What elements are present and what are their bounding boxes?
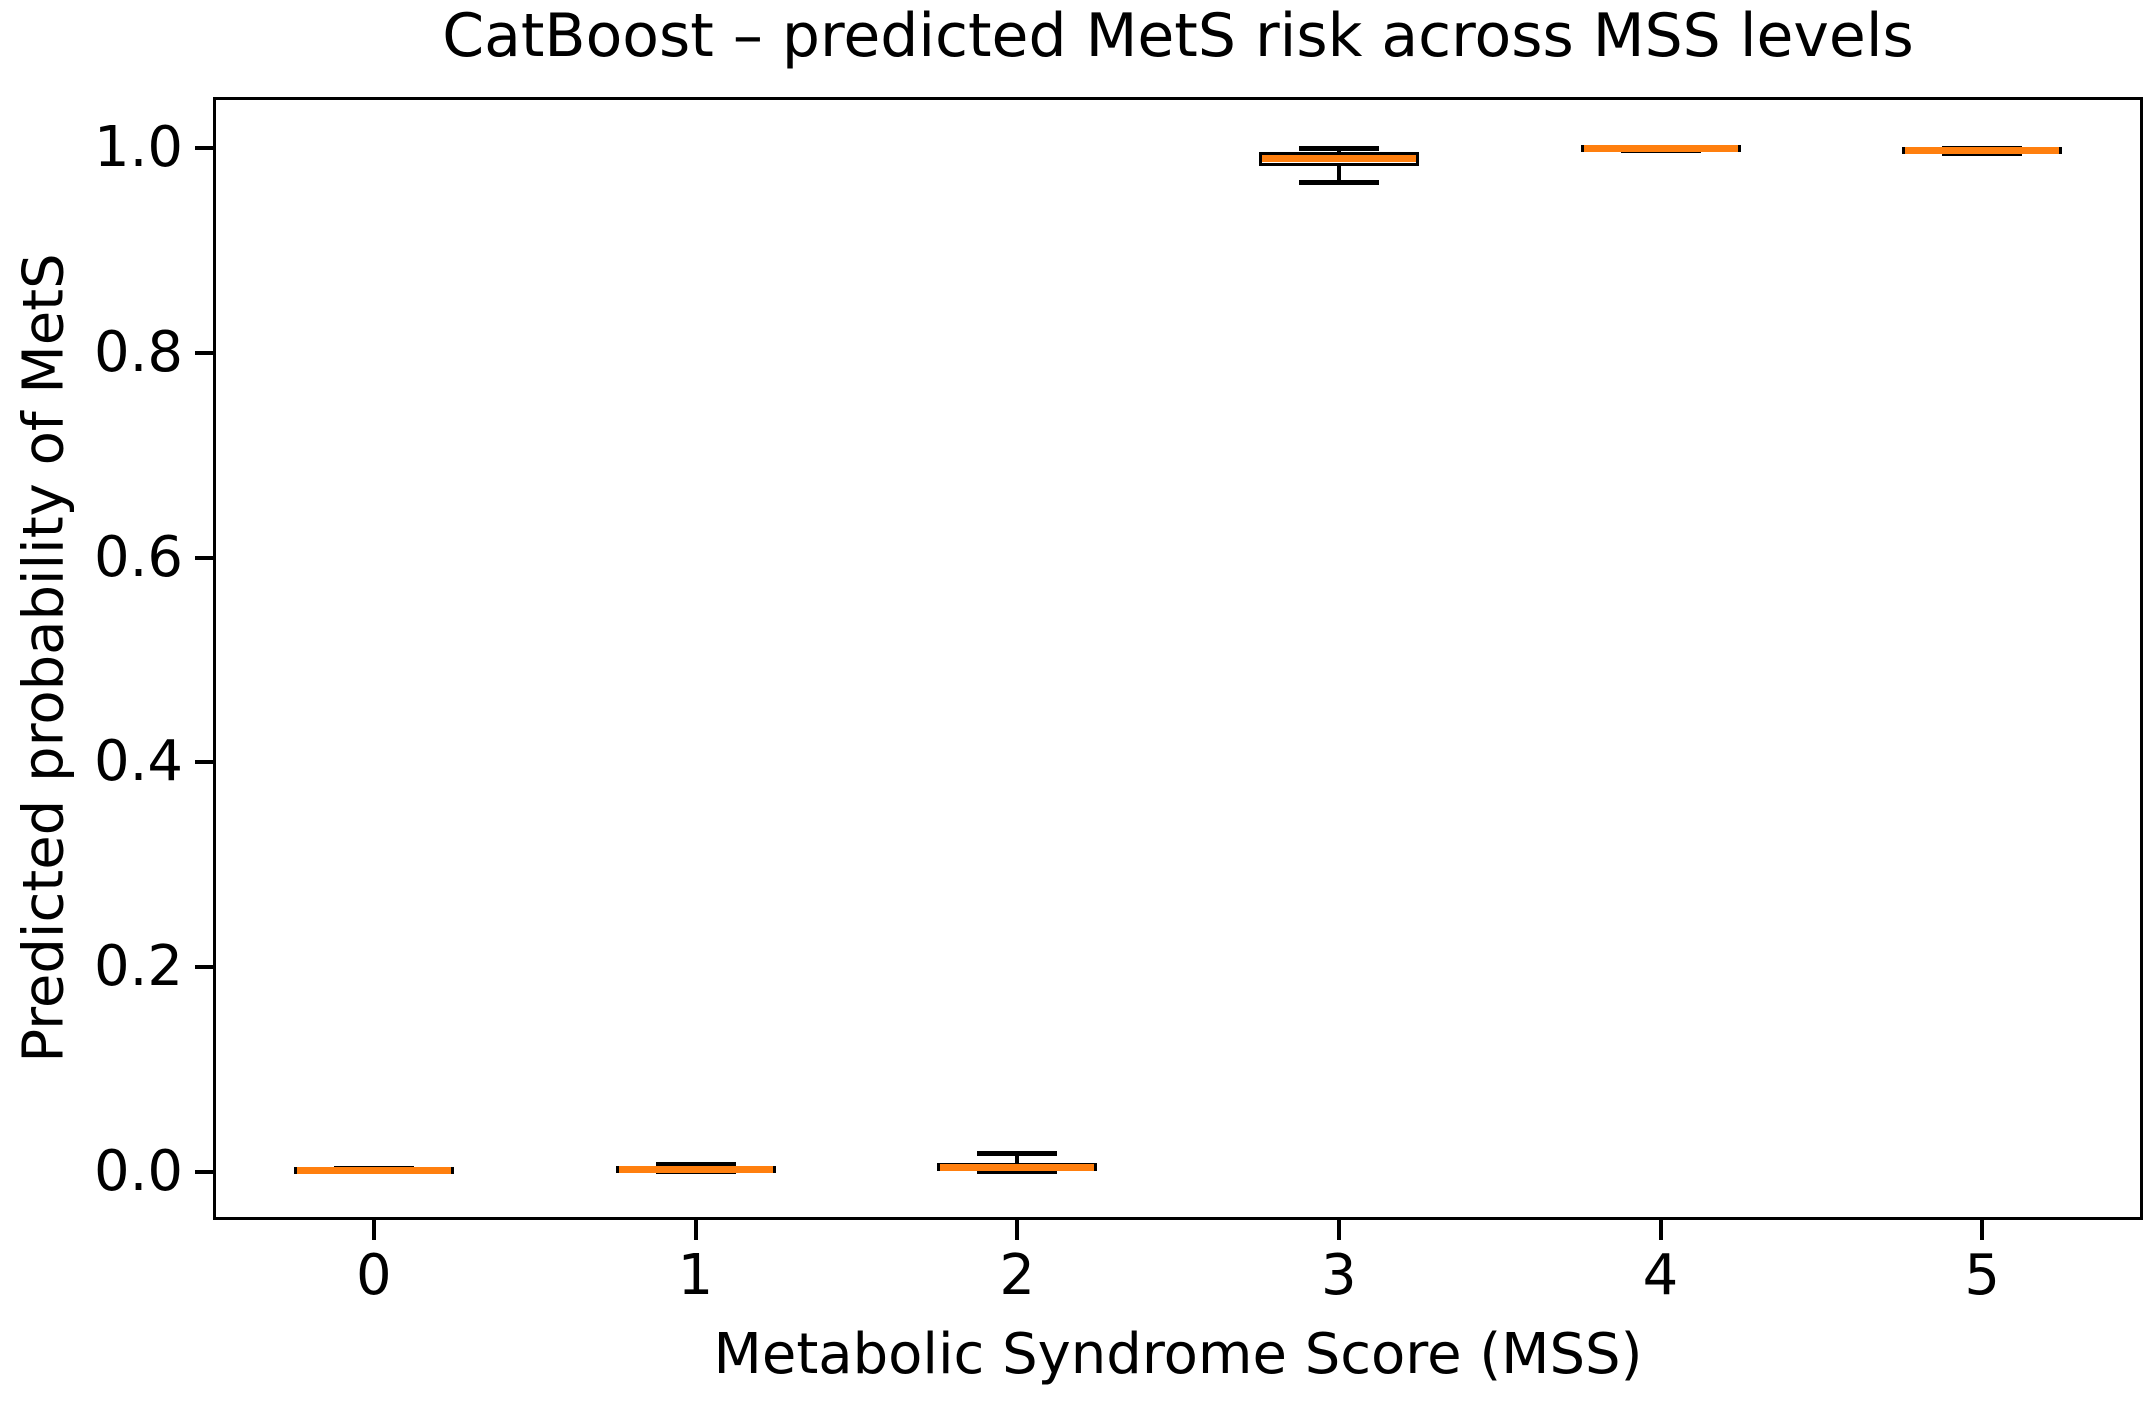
box-rect — [1258, 152, 1419, 166]
x-tick-mark — [1336, 1220, 1341, 1240]
whisker-line-lower — [1015, 1170, 1019, 1172]
x-tick-label: 4 — [1642, 1243, 1679, 1308]
median-line — [296, 1167, 451, 1175]
y-tick-label: 1.0 — [93, 115, 183, 181]
x-tick-mark — [693, 1220, 698, 1240]
x-tick-mark — [1980, 1220, 1985, 1240]
median-line — [618, 1166, 773, 1174]
y-tick-mark — [195, 350, 213, 355]
x-tick-mark — [371, 1220, 376, 1240]
whisker-line-upper — [693, 1164, 698, 1168]
x-tick-label: 0 — [356, 1243, 392, 1308]
median-line — [940, 1164, 1095, 1172]
median-line — [1905, 146, 2060, 154]
median-line — [1261, 154, 1416, 162]
y-tick-mark — [195, 555, 213, 560]
whisker-line-upper — [1337, 148, 1341, 153]
x-tick-label: 1 — [677, 1243, 714, 1308]
whisker-line-upper — [1015, 1153, 1019, 1163]
y-tick-label: 0.2 — [93, 934, 183, 1000]
x-axis-label: Metabolic Syndrome Score (MSS) — [713, 1322, 1643, 1387]
x-tick-mark — [1015, 1220, 1020, 1240]
whisker-cap-lower — [1298, 180, 1379, 186]
median-line — [1583, 145, 1738, 153]
x-tick-label: 3 — [1321, 1243, 1357, 1308]
plot-area — [213, 97, 2143, 1220]
x-tick-label: 5 — [1964, 1243, 2000, 1308]
y-tick-mark — [195, 146, 213, 151]
y-tick-mark — [195, 1169, 213, 1174]
y-tick-label: 0.8 — [93, 319, 183, 385]
x-tick-label: 2 — [999, 1243, 1035, 1308]
whisker-line-lower — [1337, 165, 1341, 183]
y-tick-mark — [195, 760, 213, 765]
whisker-cap-lower — [977, 1169, 1058, 1175]
x-tick-mark — [1658, 1220, 1663, 1240]
chart-title: CatBoost – predicted MetS risk across MS… — [442, 1, 1914, 71]
y-tick-label: 0.4 — [93, 729, 183, 795]
y-tick-mark — [195, 965, 213, 970]
y-tick-label: 0.6 — [93, 524, 183, 590]
y-tick-label: 0.0 — [93, 1138, 183, 1204]
